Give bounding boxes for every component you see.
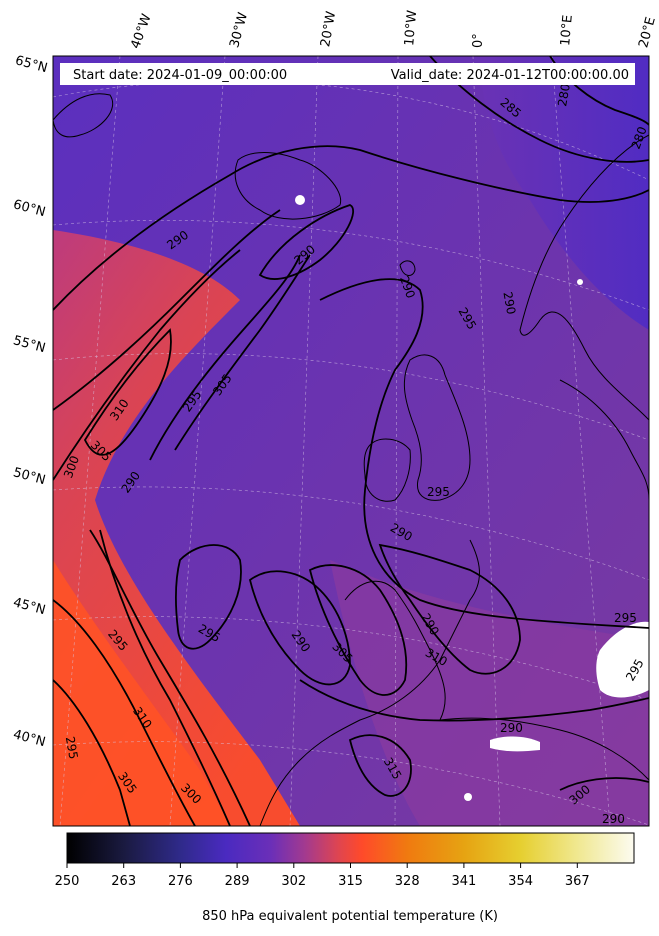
contour-310 xyxy=(83,328,172,456)
map-frame xyxy=(52,55,650,827)
colorbar-label: 850 hPa equivalent potential temperature… xyxy=(202,909,498,924)
longitude-labels: 40°W 30°W 20°W 10°W 0° 10°E 20°E xyxy=(128,9,659,50)
contour-305-upper xyxy=(53,249,241,481)
colorbar-gradient xyxy=(66,832,635,864)
coastlines xyxy=(53,93,649,826)
colorbar-tick-label: 367 xyxy=(565,874,590,889)
contour-295-south xyxy=(299,679,649,722)
map-panel: 280 285 280 290 290 290 295 290 295 310 … xyxy=(53,56,650,826)
contour-295-inner xyxy=(174,254,311,451)
start-date-label: Start date: 2024-01-09_00:00:00 xyxy=(73,68,287,83)
contour-label: 290 xyxy=(500,291,518,316)
contour-290-blob3 xyxy=(308,564,408,696)
contour-label: 280 xyxy=(629,125,650,151)
contour-label: 295 xyxy=(63,735,81,760)
contour-label: 295 xyxy=(427,485,450,499)
lat-label: 60°N xyxy=(12,197,48,220)
baltic-coast xyxy=(559,379,649,501)
lon-label: 10°E xyxy=(558,14,576,46)
colorbar-tick-label: 354 xyxy=(508,874,533,889)
title-box xyxy=(60,63,635,85)
colorbar-tick-label: 341 xyxy=(451,874,476,889)
colorbar-tick-label: 302 xyxy=(281,874,306,889)
colorbar-tick-label: 328 xyxy=(395,874,420,889)
lon-label: 30°W xyxy=(227,11,251,50)
lat-label: 45°N xyxy=(12,595,48,618)
colorbar: 250 263 276 289 302 315 328 341 354 367 850 hPa e… xyxy=(55,832,635,924)
lon-label: 20°E xyxy=(636,15,659,49)
missing-data xyxy=(295,195,649,801)
lon-label: 10°W xyxy=(402,9,420,46)
contour-290-south xyxy=(348,734,412,797)
latitude-labels: 65°N 60°N 55°N 50°N 45°N 40°N xyxy=(12,53,50,750)
contour-290-north xyxy=(53,145,649,311)
britain-coast xyxy=(403,354,471,501)
contour-290-blob1 xyxy=(175,544,242,650)
lat-label: 50°N xyxy=(12,465,48,488)
iceland-coast xyxy=(234,152,342,220)
colorbar-tick-label: 315 xyxy=(338,874,363,889)
lat-label: 40°N xyxy=(12,727,48,750)
contour-315 xyxy=(53,679,131,826)
contour-290-iceland xyxy=(258,204,355,280)
france-spain-coast xyxy=(259,539,480,826)
cold-air-region xyxy=(480,56,649,330)
greenland-coast xyxy=(53,93,114,138)
colorbar-ticks: 250 263 276 289 302 315 328 341 354 367 xyxy=(55,863,590,889)
colorbar-tick-label: 276 xyxy=(168,874,193,889)
lon-label: 0° xyxy=(471,33,486,48)
contour-305-lower xyxy=(99,529,231,826)
iberia-coast xyxy=(344,580,446,721)
valid-date-label: Valid_date: 2024-01-12T00:00:00.00 xyxy=(391,68,629,83)
lon-label: 20°W xyxy=(318,10,339,48)
colorbar-tick-label: 289 xyxy=(225,874,250,889)
faroe-islands xyxy=(399,260,416,276)
contour-300-southeast xyxy=(559,777,649,791)
contour-295-west xyxy=(149,254,301,461)
lat-label: 65°N xyxy=(14,53,50,76)
colorbar-tick-label: 263 xyxy=(111,874,136,889)
lon-label: 40°W xyxy=(128,12,154,51)
contour-label: 295 xyxy=(614,611,637,625)
contour-310-lower xyxy=(53,599,196,826)
norway-coast xyxy=(519,134,649,421)
lat-label: 55°N xyxy=(12,333,48,356)
contour-label: 280 xyxy=(555,83,573,108)
contour-290-europe xyxy=(378,543,521,675)
contour-295-central xyxy=(319,278,649,629)
colorbar-tick-label: 250 xyxy=(55,874,80,889)
europe-south-coast xyxy=(439,717,649,781)
ireland-coast xyxy=(363,438,411,502)
contour-label: 290 xyxy=(602,812,625,826)
warm-air-core xyxy=(53,560,230,826)
contour-label: 290 xyxy=(500,721,523,735)
contour-lines xyxy=(53,56,649,826)
